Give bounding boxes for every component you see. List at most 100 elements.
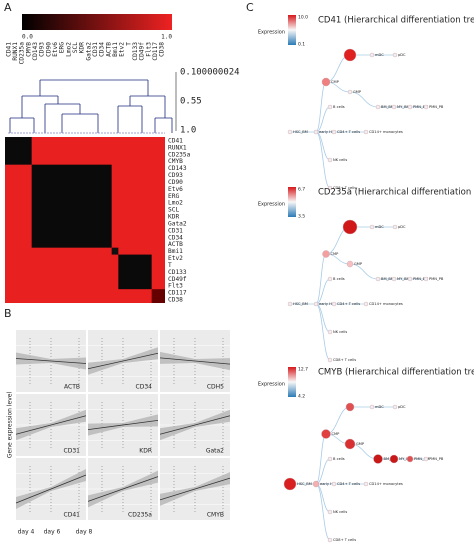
node-label: B cells xyxy=(333,457,345,461)
row-label: CD133 xyxy=(168,269,187,276)
heatmap-block xyxy=(118,254,152,290)
tree-node xyxy=(347,89,353,95)
column-label: Bmi1 xyxy=(112,42,119,57)
node-label: NK cells xyxy=(333,158,347,162)
node-label: pDC xyxy=(398,225,406,229)
legend-max: 6.7 xyxy=(298,187,305,193)
tree-edge xyxy=(325,406,351,435)
heatmap-block xyxy=(111,247,119,255)
colorbar-min: 0.0 xyxy=(22,34,33,41)
legend-max: 12.7 xyxy=(298,367,308,373)
tree-edge xyxy=(315,483,331,513)
column-label: CD38 xyxy=(159,42,166,57)
small-multiples: ACTB CD34 CDH5 CD31 KDR Gata2 CD41 CD235a CMYB xyxy=(15,330,231,520)
expression-colorbar xyxy=(288,367,296,397)
column-label: SCL xyxy=(72,42,79,53)
tree-node xyxy=(407,276,413,282)
tree-node xyxy=(369,224,375,230)
tree-node xyxy=(392,52,398,58)
x-axis-label: day 6 xyxy=(44,529,61,536)
trend-line xyxy=(159,477,231,501)
tree-edge xyxy=(315,81,327,133)
tree-node xyxy=(331,301,337,307)
row-label: T xyxy=(168,262,172,269)
row-label: CD90 xyxy=(168,179,183,186)
x-axis-label: day 4 xyxy=(18,529,35,536)
x-axis-label: day 8 xyxy=(76,529,93,536)
column-label: ACTB xyxy=(105,42,112,57)
column-label: CD41 xyxy=(5,42,12,57)
row-label: CD41 xyxy=(168,137,183,144)
row-label: RUNX1 xyxy=(168,144,187,151)
plot-label: ACTB xyxy=(64,384,80,391)
expression-colorbar xyxy=(288,187,296,217)
legend-title: Expression xyxy=(258,382,285,388)
trend-line xyxy=(159,415,231,435)
tree-node xyxy=(346,260,354,268)
node-label: PMN_BM xyxy=(413,105,428,109)
tree-node xyxy=(331,129,337,135)
tree-node xyxy=(373,454,383,464)
legend-min: 3.5 xyxy=(298,214,305,220)
column-label: CD93 xyxy=(39,42,46,57)
node-label: CD8+ T cells xyxy=(333,186,356,190)
row-label: Lmo2 xyxy=(168,200,183,207)
node-label: CD4+ T cells xyxy=(337,302,360,306)
column-label: CD133 xyxy=(132,42,139,61)
tree-node xyxy=(345,402,355,412)
row-label: Etv2 xyxy=(168,255,183,262)
column-label: CMYB xyxy=(25,42,32,57)
column-label: Flt3 xyxy=(145,42,152,57)
column-label: CD49f xyxy=(139,42,146,61)
tree-node xyxy=(363,129,369,135)
tree-node xyxy=(327,329,333,335)
trend-line xyxy=(15,474,87,504)
column-label: CD34 xyxy=(99,42,106,57)
tree-node xyxy=(375,104,381,110)
tree-edge xyxy=(349,263,379,280)
row-label: CD143 xyxy=(168,165,187,172)
node-label: HSC_BM xyxy=(293,130,308,134)
column-label: T xyxy=(125,42,132,46)
trees: CD41 (Hierarchical differentiation tree)… xyxy=(258,15,474,543)
tree-node xyxy=(287,301,293,307)
tree-node xyxy=(283,477,297,491)
node-label: CMP xyxy=(331,80,340,84)
tree-node xyxy=(322,250,330,258)
tree-node xyxy=(313,301,319,307)
legend-min: 0.1 xyxy=(298,42,305,48)
tree-node xyxy=(327,185,333,191)
node-label: B cells xyxy=(333,105,345,109)
tree-node xyxy=(423,104,429,110)
trend-line xyxy=(159,357,231,365)
colorbar xyxy=(22,14,172,30)
plot-label: CD34 xyxy=(136,384,153,391)
colorbar-max: 1.0 xyxy=(161,34,172,41)
plot-label: CD235a xyxy=(128,512,152,519)
tree-node xyxy=(363,481,369,487)
trend-line xyxy=(15,415,87,435)
column-label: RUNX1 xyxy=(12,42,19,61)
dendrogram-scale: 0.55 xyxy=(180,97,202,107)
tree-node xyxy=(327,456,333,462)
expression-colorbar xyxy=(288,15,296,45)
node-label: MY_BM xyxy=(399,457,412,461)
tree-node xyxy=(327,276,333,282)
tree-node xyxy=(327,104,333,110)
row-label: CD34 xyxy=(168,234,183,241)
tree-edge xyxy=(315,253,327,305)
tree-node xyxy=(407,104,413,110)
plot-label: Gata2 xyxy=(206,448,224,455)
trend-line xyxy=(87,352,159,370)
tree-node xyxy=(331,481,337,487)
legend-min: 4.2 xyxy=(298,394,305,400)
node-label: GMP xyxy=(354,262,363,266)
row-label: ERG xyxy=(168,193,179,200)
plot-label: CD31 xyxy=(64,448,81,455)
heatmap-block xyxy=(151,289,165,303)
column-label: CD31 xyxy=(92,42,99,57)
plot-label: CMYB xyxy=(207,512,224,519)
column-label: KDR xyxy=(79,42,86,53)
tree-node xyxy=(343,48,357,62)
node-label: pDC xyxy=(398,405,406,409)
